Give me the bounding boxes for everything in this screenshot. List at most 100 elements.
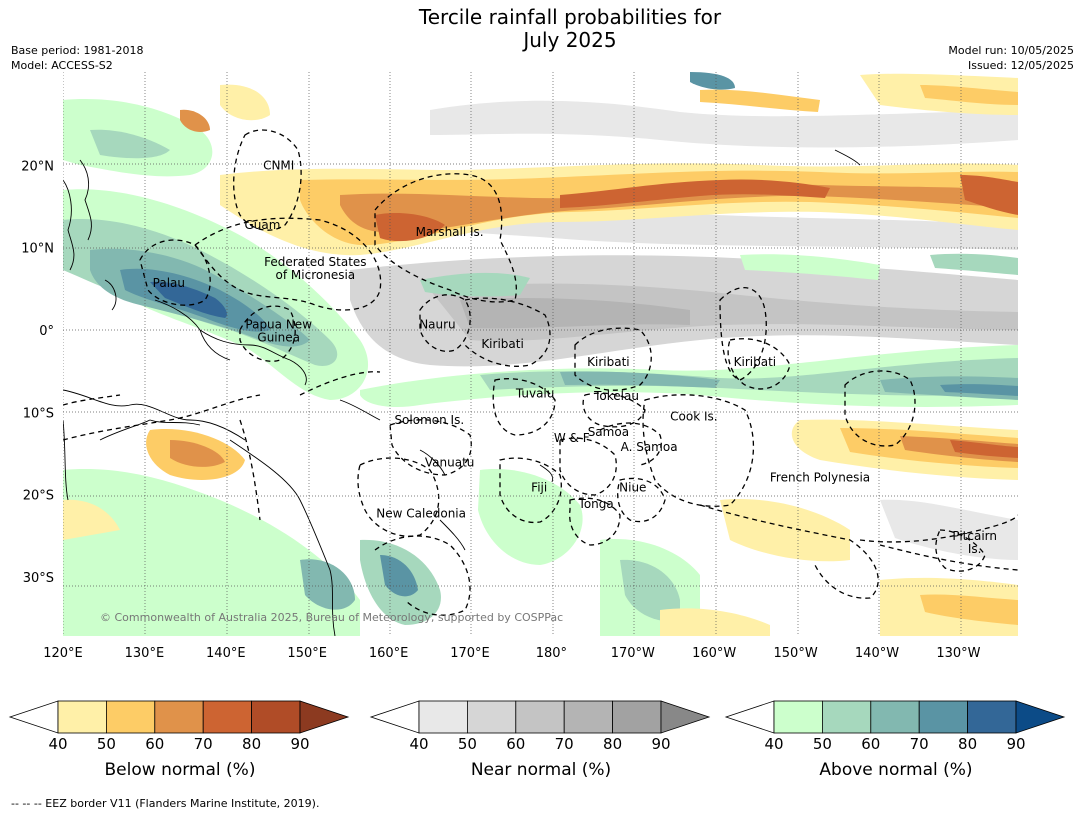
latitude-tick: 20°N xyxy=(21,159,54,174)
colorbar-segment xyxy=(563,700,614,734)
map-area: CNMI Guam Marshall Is. Federated States of M… xyxy=(21,72,1018,661)
colorbar-segment xyxy=(202,700,252,734)
place-label: A. Samoa xyxy=(621,440,678,454)
colorbar-tick: 80 xyxy=(958,735,977,753)
colorbar-segment xyxy=(967,700,1017,734)
colorbar-segment xyxy=(251,700,301,734)
place-label: Federated States xyxy=(264,255,366,269)
colorbar-tick: 70 xyxy=(910,735,929,753)
colorbar-tick: 40 xyxy=(409,735,428,753)
issued-date: Issued: 12/05/2025 xyxy=(967,59,1074,72)
place-label: Kiribati xyxy=(481,337,523,351)
base-period-info: Base period: 1981-2018 Model: ACCESS-S2 xyxy=(11,43,143,73)
place-label: Palau xyxy=(153,276,185,290)
latitude-tick: 30°S xyxy=(23,571,54,586)
place-label: New Caledonia xyxy=(376,507,466,521)
place-label: Kiribati xyxy=(734,355,776,369)
copyright-notice: © Commonwealth of Australia 2025, Bureau… xyxy=(100,611,563,624)
colorbar-segment xyxy=(918,700,969,734)
longitude-tick: 140°E xyxy=(206,646,246,660)
colorbar: 40 50 60 70 80 90 xyxy=(369,700,711,753)
latitude-tick-labels: 20°N 10°N 0° 10°S 20°S 30°S xyxy=(21,159,54,586)
place-label: French Polynesia xyxy=(770,470,870,484)
place-label: Niue xyxy=(619,480,646,494)
latitude-tick: 10°N xyxy=(21,242,54,257)
near-normal-label: Near normal (%) xyxy=(470,760,612,780)
model-run-info: Model run: 10/05/2025 Issued: 12/05/2025 xyxy=(948,43,1074,73)
place-label: Papua New xyxy=(245,317,312,331)
colorbar-tick: 50 xyxy=(97,735,116,753)
base-period: Base period: 1981-2018 xyxy=(11,44,144,57)
longitude-tick: 170°E xyxy=(450,646,490,660)
colorbar-extend-low xyxy=(724,700,775,734)
colorbar-extend-high xyxy=(660,700,711,734)
longitude-tick: 150°W xyxy=(774,646,818,660)
longitude-tick: 120°E xyxy=(43,646,83,660)
place-label: Nauru xyxy=(419,317,455,331)
model-run: Model run: 10/05/2025 xyxy=(948,44,1074,57)
place-label: Tonga xyxy=(578,497,614,511)
colorbar-tick: 70 xyxy=(194,735,213,753)
longitude-tick-labels: 120°E 130°E 140°E 150°E 160°E 170°E 180° 170°W 1… xyxy=(43,646,980,661)
colorbar-tick: 50 xyxy=(458,735,477,753)
colorbar-tick: 60 xyxy=(861,735,880,753)
colorbar-tick: 80 xyxy=(242,735,261,753)
model-name: Model: ACCESS-S2 xyxy=(11,59,113,72)
longitude-tick: 160°W xyxy=(692,646,736,660)
colorbar-segment xyxy=(418,700,468,734)
place-label: Cook Is. xyxy=(670,410,717,424)
place-label: Kiribati xyxy=(587,355,629,369)
place-label: Fiji xyxy=(531,480,547,494)
colorbar-segment xyxy=(612,700,662,734)
place-label: Tuvalu xyxy=(515,386,555,400)
colorbar-tick: 40 xyxy=(48,735,67,753)
colorbar-tick: 60 xyxy=(145,735,164,753)
colorbar: 40 50 60 70 80 90 xyxy=(8,700,350,753)
colorbar-segment xyxy=(773,700,823,734)
colorbar-extend-high xyxy=(1015,700,1066,734)
latitude-tick: 20°S xyxy=(23,489,54,504)
longitude-tick: 130°E xyxy=(125,646,165,660)
colorbar-tick: 90 xyxy=(651,735,670,753)
place-label: Is. xyxy=(968,542,982,556)
colorbar: 40 50 60 70 80 90 xyxy=(724,700,1066,753)
place-label: Tokelau xyxy=(593,389,639,403)
place-label: CNMI xyxy=(263,159,294,173)
place-label: Solomon Is. xyxy=(394,413,464,427)
longitude-tick: 140°W xyxy=(855,646,899,660)
eez-footnote: -- -- -- EEZ border V11 (Flanders Marine… xyxy=(11,797,320,810)
latitude-tick: 0° xyxy=(39,324,54,339)
colorbar-segment xyxy=(466,700,517,734)
colorbar-extend-low xyxy=(369,700,420,734)
title-line-1: Tercile rainfall probabilities for xyxy=(418,5,722,29)
place-label: of Micronesia xyxy=(276,268,356,282)
colorbar-extend-low xyxy=(8,700,59,734)
longitude-tick: 150°E xyxy=(287,646,327,660)
colorbar-segment xyxy=(822,700,872,734)
colorbar-tick: 90 xyxy=(290,735,309,753)
place-label: Guinea xyxy=(257,331,300,345)
colorbar-extend-high xyxy=(299,700,350,734)
above-normal-label: Above normal (%) xyxy=(819,760,973,780)
graticule xyxy=(63,72,1018,636)
colorbar-tick: 70 xyxy=(555,735,574,753)
colorbar-segment xyxy=(57,700,107,734)
place-label: Marshall Is. xyxy=(416,225,484,239)
title-line-2: July 2025 xyxy=(523,28,617,52)
colorbar-segment xyxy=(154,700,204,734)
map-title: Tercile rainfall probabilities for July … xyxy=(0,6,1085,52)
longitude-tick: 170°W xyxy=(611,646,655,660)
colorbar-segment xyxy=(106,700,156,734)
place-label: Guam xyxy=(244,218,280,232)
place-label: Vanuatu xyxy=(425,456,475,470)
colorbar-legends: 40 50 60 70 80 90 40 50 60 70 80 90 40 50 60 70 80 90 xyxy=(8,700,1066,753)
colorbar-tick: 90 xyxy=(1006,735,1025,753)
place-label: Samoa xyxy=(588,425,629,439)
longitude-tick: 130°W xyxy=(936,646,980,660)
colorbar-tick: 80 xyxy=(603,735,622,753)
latitude-tick: 10°S xyxy=(23,406,54,421)
coastlines xyxy=(63,149,861,636)
longitude-tick: 160°E xyxy=(369,646,409,660)
